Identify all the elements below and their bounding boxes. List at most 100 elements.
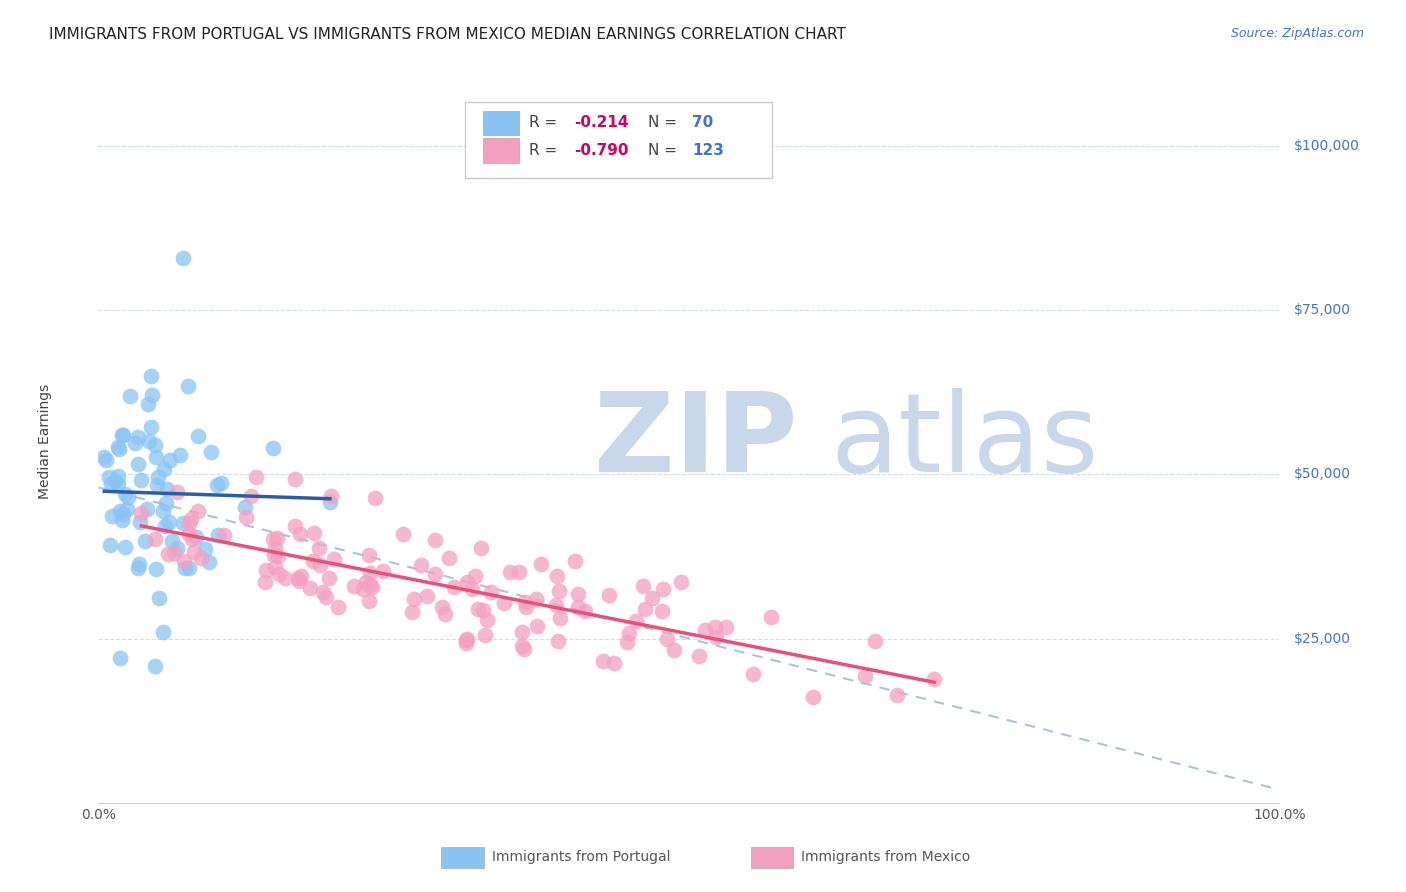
Point bbox=[364, 491, 387, 505]
Point bbox=[96, 453, 118, 467]
Point bbox=[530, 558, 553, 572]
Point bbox=[716, 619, 738, 633]
Point bbox=[267, 567, 290, 582]
Point bbox=[145, 561, 167, 575]
Point bbox=[264, 560, 287, 574]
Point bbox=[456, 636, 478, 650]
Point bbox=[494, 596, 516, 610]
Point bbox=[298, 581, 321, 595]
Point bbox=[761, 609, 783, 624]
Point bbox=[603, 656, 626, 670]
Text: $100,000: $100,000 bbox=[1294, 139, 1360, 153]
Point bbox=[312, 585, 335, 599]
Point bbox=[315, 590, 337, 604]
Point bbox=[107, 440, 129, 454]
Point bbox=[112, 508, 135, 522]
Text: Median Earnings: Median Earnings bbox=[38, 384, 52, 500]
Point bbox=[267, 549, 290, 564]
Point bbox=[548, 584, 571, 599]
Point bbox=[359, 548, 381, 562]
Point bbox=[470, 541, 492, 556]
Point bbox=[392, 526, 415, 541]
Point bbox=[354, 574, 377, 589]
Point bbox=[104, 474, 127, 488]
Point bbox=[922, 672, 945, 686]
Point bbox=[194, 541, 217, 556]
Point bbox=[474, 628, 496, 642]
Point bbox=[114, 540, 136, 554]
Point bbox=[290, 527, 312, 541]
Point bbox=[526, 618, 548, 632]
Text: 70: 70 bbox=[693, 115, 714, 130]
Point bbox=[235, 500, 257, 514]
Point bbox=[111, 512, 134, 526]
Point bbox=[155, 495, 177, 509]
Point bbox=[93, 450, 115, 464]
Point bbox=[254, 563, 277, 577]
Point bbox=[592, 654, 614, 668]
Point bbox=[508, 565, 530, 579]
Point bbox=[326, 600, 349, 615]
Point bbox=[177, 561, 200, 575]
Point bbox=[567, 600, 589, 615]
FancyBboxPatch shape bbox=[464, 102, 772, 178]
Point bbox=[359, 566, 381, 580]
Point bbox=[135, 502, 157, 516]
Point bbox=[235, 509, 257, 524]
Point bbox=[513, 642, 536, 657]
Point bbox=[652, 582, 675, 596]
Point bbox=[624, 615, 647, 629]
Point bbox=[114, 486, 136, 500]
Point bbox=[141, 368, 163, 383]
Point bbox=[166, 485, 188, 500]
Point bbox=[145, 659, 167, 673]
Point bbox=[187, 503, 209, 517]
Point bbox=[319, 490, 342, 504]
Point bbox=[461, 582, 484, 596]
Point bbox=[129, 515, 152, 529]
FancyBboxPatch shape bbox=[484, 111, 519, 136]
Text: Source: ZipAtlas.com: Source: ZipAtlas.com bbox=[1230, 27, 1364, 40]
Point bbox=[499, 566, 522, 580]
Point bbox=[159, 453, 181, 467]
Point bbox=[801, 690, 824, 704]
Point bbox=[186, 530, 208, 544]
Point bbox=[117, 490, 139, 504]
Point bbox=[319, 495, 342, 509]
Point bbox=[264, 541, 287, 555]
Point bbox=[118, 389, 141, 403]
Text: $50,000: $50,000 bbox=[1294, 467, 1351, 482]
Point bbox=[361, 580, 384, 594]
Point bbox=[423, 533, 446, 547]
Point bbox=[323, 552, 346, 566]
Point bbox=[146, 469, 169, 483]
Point bbox=[177, 516, 200, 531]
Point bbox=[169, 448, 191, 462]
Point bbox=[318, 571, 340, 585]
Text: $25,000: $25,000 bbox=[1294, 632, 1351, 646]
Point bbox=[200, 445, 222, 459]
Point bbox=[155, 519, 177, 533]
Text: Immigrants from Mexico: Immigrants from Mexico bbox=[801, 850, 970, 864]
Point bbox=[302, 554, 325, 568]
Point bbox=[145, 450, 167, 465]
Point bbox=[112, 428, 135, 442]
Point bbox=[855, 669, 877, 683]
Point bbox=[262, 441, 284, 455]
Point bbox=[423, 566, 446, 581]
Point bbox=[865, 633, 887, 648]
Text: -0.790: -0.790 bbox=[575, 143, 628, 158]
Point bbox=[152, 504, 174, 518]
Point bbox=[138, 434, 160, 448]
Point bbox=[524, 591, 547, 606]
Point bbox=[136, 396, 159, 410]
Point bbox=[180, 512, 202, 526]
Point bbox=[704, 630, 727, 644]
Text: ZIP: ZIP bbox=[595, 388, 797, 495]
Point bbox=[437, 551, 460, 566]
Point bbox=[284, 472, 307, 486]
Point bbox=[274, 571, 297, 585]
Point bbox=[152, 625, 174, 640]
Point bbox=[564, 554, 586, 568]
Point bbox=[342, 579, 364, 593]
